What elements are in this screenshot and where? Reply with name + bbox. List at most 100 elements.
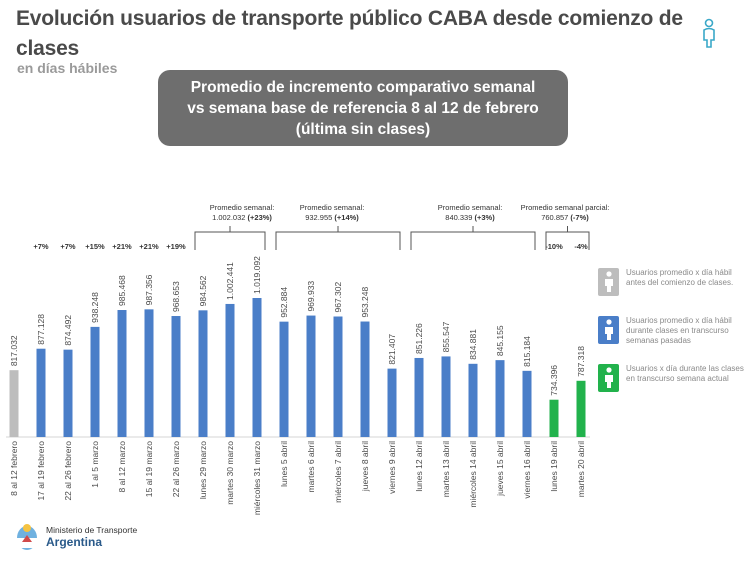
bar-value-label: 967.302 <box>333 282 343 313</box>
category-label: 8 al 12 marzo <box>117 441 127 493</box>
bar <box>198 310 208 437</box>
category-label: 15 al 19 marzo <box>144 441 154 497</box>
bar <box>144 309 154 437</box>
bar <box>495 360 505 437</box>
bar-value-label: 953.248 <box>360 287 370 318</box>
category-label: martes 6 abril <box>306 441 316 493</box>
bar <box>117 310 127 437</box>
category-label: lunes 19 abril <box>549 441 559 492</box>
group-label: Promedio semanal: <box>438 203 503 212</box>
bar-percent-label: +21% <box>112 242 132 251</box>
bar <box>9 370 19 437</box>
summary-line-2: vs semana base de referencia 8 al 12 de … <box>187 99 539 117</box>
group-value: 1.002.032 (+23%) <box>212 213 272 222</box>
bar <box>576 380 586 437</box>
argentina-seal-icon <box>17 524 37 550</box>
bar-value-label: 877.128 <box>36 314 46 345</box>
category-label: martes 30 marzo <box>225 441 235 505</box>
bar <box>63 349 73 437</box>
bar-value-label: 1.019.092 <box>252 256 262 294</box>
bar <box>549 399 559 437</box>
bar-value-label: 834.881 <box>468 329 478 360</box>
bar-value-label: 851.226 <box>414 323 424 354</box>
group-label: Promedio semanal parcial: <box>521 203 610 212</box>
person-outline-icon <box>703 18 715 48</box>
bar <box>36 348 46 437</box>
group-value: 932.955 (+14%) <box>305 213 359 222</box>
legend-item-before-classes: Usuarios promedio x día hábil antes del … <box>598 268 744 296</box>
bar <box>171 316 181 437</box>
ministry-name: Ministerio de Transporte <box>46 525 138 535</box>
bar-percent-label: -10% <box>545 242 563 251</box>
group-brace <box>545 226 590 250</box>
bar <box>414 357 424 437</box>
bar <box>252 298 262 437</box>
bar-value-label: 938.248 <box>90 292 100 323</box>
legend-item-past-weeks: Usuarios promedio x día hábil durante cl… <box>598 316 744 346</box>
bar <box>522 370 532 437</box>
bar-value-label: 968.653 <box>171 281 181 312</box>
category-label: 22 al 26 febrero <box>63 441 73 501</box>
group-percent: (-7%) <box>570 213 589 222</box>
bar-percent-label: +7% <box>60 242 76 251</box>
bar <box>387 368 397 437</box>
category-label: viernes 16 abril <box>522 441 532 499</box>
category-label: lunes 12 abril <box>414 441 424 492</box>
bar-value-label: 987.356 <box>144 274 154 305</box>
bar <box>225 303 235 437</box>
bar-percent-label: +19% <box>166 242 186 251</box>
bar-value-label: 734.396 <box>549 365 559 396</box>
legend-text: Usuarios promedio x día hábil antes del … <box>626 268 734 287</box>
bar-value-label: 855.547 <box>441 321 451 352</box>
category-label: 17 al 19 febrero <box>36 441 46 501</box>
bar-value-label: 985.468 <box>117 275 127 306</box>
category-label: viernes 9 abril <box>387 441 397 494</box>
summary-box: Promedio de incremento comparativo seman… <box>158 70 568 146</box>
ministry-logo: Ministerio de Transporte Argentina <box>14 522 137 552</box>
category-label: martes 13 abril <box>441 441 451 497</box>
bar <box>333 316 343 437</box>
bar-value-label: 1.002.441 <box>225 262 235 300</box>
legend-item-current-week: Usuarios x día durante las clases en tra… <box>598 364 744 392</box>
bar <box>306 315 316 437</box>
person-icon <box>598 268 619 296</box>
bar-value-label: 845.155 <box>495 325 505 356</box>
bar-value-label: 874.492 <box>63 315 73 346</box>
group-value: 840.339 (+3%) <box>445 213 495 222</box>
category-label: jueves 15 abril <box>495 441 505 497</box>
summary-line-3: (última sin clases) <box>295 120 431 138</box>
category-label: lunes 5 abril <box>279 441 289 487</box>
group-percent: (+14%) <box>334 213 359 222</box>
bar <box>279 321 289 437</box>
bar-value-label: 821.407 <box>387 334 397 365</box>
category-label: 1 al 5 marzo <box>90 441 100 488</box>
category-label: 22 al 26 marzo <box>171 441 181 497</box>
category-label: martes 20 abril <box>576 441 586 497</box>
bar-value-label: 787.318 <box>576 346 586 377</box>
bar-value-label: 984.562 <box>198 275 208 306</box>
person-icon <box>598 364 619 392</box>
category-label: lunes 29 marzo <box>198 441 208 499</box>
chart-subtitle: en días hábiles <box>17 60 118 76</box>
person-icon <box>598 316 619 344</box>
bar-value-label: 969.933 <box>306 281 316 312</box>
country-name: Argentina <box>46 535 103 549</box>
chart-title: Evolución usuarios de transporte público… <box>16 7 683 60</box>
bar <box>468 363 478 437</box>
group-label: Promedio semanal: <box>300 203 365 212</box>
group-brace <box>275 226 401 250</box>
bar <box>441 356 451 437</box>
bar-percent-label: -4% <box>574 242 588 251</box>
category-label: 8 al 12 febrero <box>9 441 19 496</box>
bar-percent-label: +7% <box>33 242 49 251</box>
bar-value-label: 952.884 <box>279 287 289 318</box>
bar-value-label: 817.032 <box>9 335 19 366</box>
category-label: miércoles 31 marzo <box>252 441 262 515</box>
group-value: 760.857 (-7%) <box>541 213 589 222</box>
bar <box>90 326 100 437</box>
legend-text: Usuarios x día durante las clases en tra… <box>626 364 744 383</box>
group-percent: (+3%) <box>474 213 495 222</box>
group-label: Promedio semanal: <box>210 203 275 212</box>
group-brace <box>410 226 536 250</box>
legend-text: Usuarios promedio x día hábil durante cl… <box>626 316 732 345</box>
